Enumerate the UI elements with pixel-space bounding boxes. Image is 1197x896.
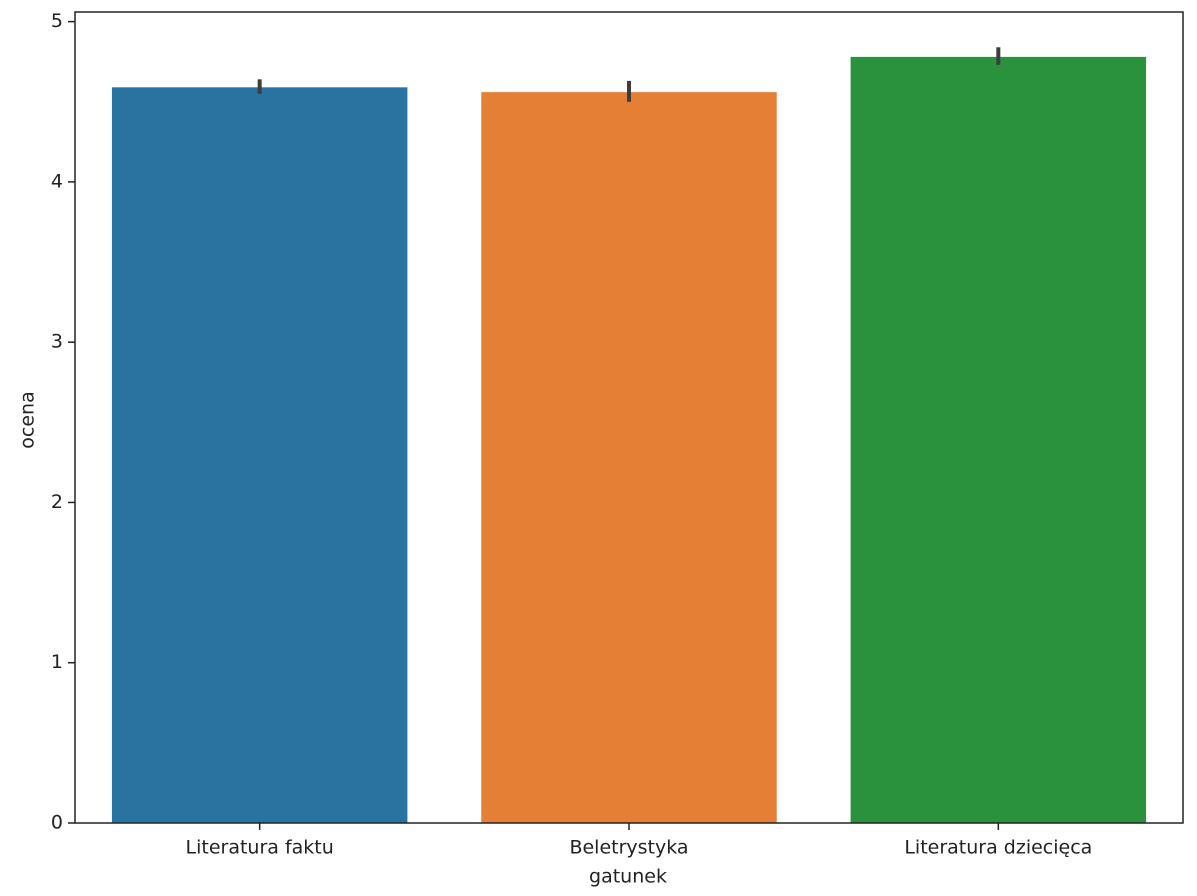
bar [850, 56, 1147, 824]
bar [111, 87, 408, 824]
y-tick-label: 3 [51, 331, 63, 353]
y-tick-label: 4 [51, 170, 63, 192]
y-tick-label: 1 [51, 651, 63, 673]
x-tick-label: Literatura faktu [186, 837, 334, 859]
y-tick-label: 5 [51, 10, 63, 32]
plot-frame [74, 11, 1184, 824]
y-tick-label: 2 [51, 491, 63, 513]
y-tick-label: 0 [51, 812, 63, 834]
bar [481, 92, 777, 824]
x-tick-label: Literatura dziecięca [904, 837, 1092, 859]
x-axis-label: gatunek [589, 866, 667, 888]
x-tick-label: Beletrystyka [569, 837, 688, 859]
y-axis-label: ocena [17, 391, 39, 448]
